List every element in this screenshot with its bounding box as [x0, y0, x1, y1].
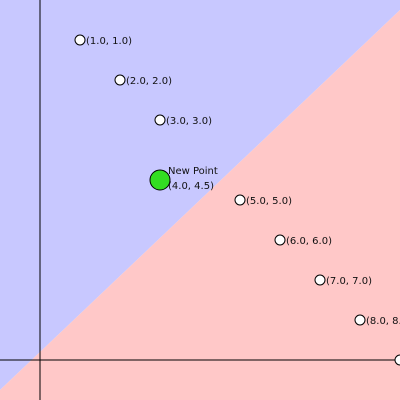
data-point[interactable]: (2.0, 2.0): [114, 74, 172, 87]
data-point-label: (5.0, 5.0): [246, 196, 292, 207]
data-point-label: (7.0, 7.0): [326, 276, 372, 287]
points-layer: (1.0, 1.0) (2.0, 2.0) (3.0, 3.0) (5.0, 5.0)…: [74, 34, 400, 367]
data-point-label: (3.0, 3.0): [166, 116, 212, 127]
data-point[interactable]: (1.0, 1.0): [74, 34, 132, 47]
data-point-marker[interactable]: [74, 34, 86, 46]
region-upper: [0, 0, 400, 390]
data-point-marker[interactable]: [154, 114, 166, 126]
data-point-marker[interactable]: [114, 74, 126, 86]
data-point[interactable]: (8.0, 8.0): [354, 314, 400, 327]
data-point[interactable]: (7.0, 7.0): [314, 274, 372, 287]
data-point-label: (8.0, 8.0): [366, 316, 400, 327]
data-point-marker[interactable]: [354, 314, 366, 326]
data-point[interactable]: (5.0, 5.0): [234, 194, 292, 207]
data-point[interactable]: (9.0, 9.0): [394, 354, 400, 367]
data-point-marker[interactable]: [234, 194, 246, 206]
new-point[interactable]: New Point (4.0, 4.5): [149, 166, 218, 192]
new-point-marker[interactable]: [149, 169, 171, 191]
data-point[interactable]: (6.0, 6.0): [274, 234, 332, 247]
data-point-marker[interactable]: [394, 354, 400, 366]
data-point-label: (6.0, 6.0): [286, 236, 332, 247]
data-point-marker[interactable]: [274, 234, 286, 246]
data-point-marker[interactable]: [314, 274, 326, 286]
data-point-label: (1.0, 1.0): [86, 36, 132, 47]
new-point-coordinate-label: (4.0, 4.5): [168, 181, 214, 192]
new-point-title: New Point: [168, 166, 218, 177]
data-point-label: (2.0, 2.0): [126, 76, 172, 87]
region-lower: [0, 10, 400, 400]
data-point[interactable]: (3.0, 3.0): [154, 114, 212, 127]
